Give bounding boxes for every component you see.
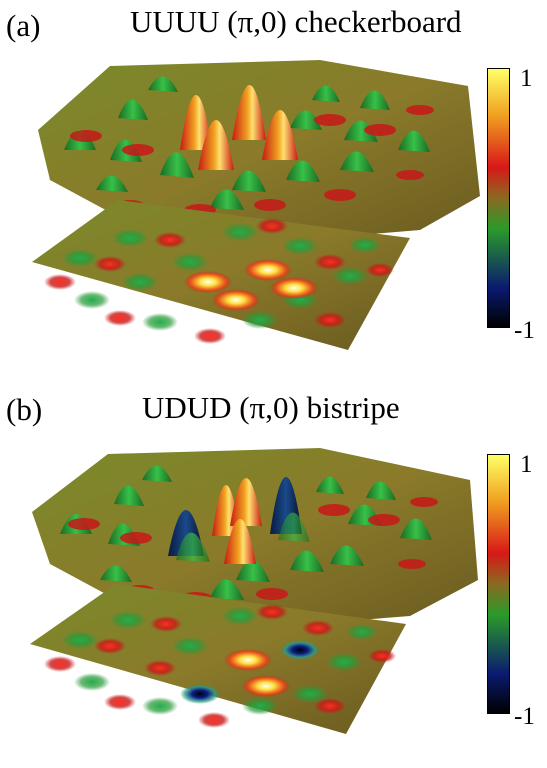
colorbar xyxy=(487,68,510,328)
projection-plane xyxy=(32,200,410,350)
panel-letter: (a) xyxy=(6,8,41,43)
colorbar-min-label: -1 xyxy=(514,703,535,730)
panel-a-plot xyxy=(32,60,480,350)
surface-3d xyxy=(38,60,480,250)
surface-3d xyxy=(32,448,478,634)
colorbar-max-label: 1 xyxy=(520,451,533,478)
projection-plane xyxy=(30,584,406,734)
colorbar-min-label: -1 xyxy=(514,317,535,344)
panel-a: (a) UUUU (π,0) checkerboard 1 -1 xyxy=(6,4,535,350)
colorbar-max-label: 1 xyxy=(520,65,533,92)
panel-b-plot xyxy=(30,448,478,734)
central-peaks xyxy=(180,85,298,170)
panel-title: UUUU (π,0) checkerboard xyxy=(130,4,462,39)
panel-title: UDUD (π,0) bistripe xyxy=(142,390,400,425)
panel-b: (b) UDUD (π,0) bistripe 1 -1 xyxy=(0,384,547,768)
central-peaks xyxy=(168,477,310,564)
colorbar xyxy=(487,454,510,714)
panel-letter: (b) xyxy=(6,392,43,427)
